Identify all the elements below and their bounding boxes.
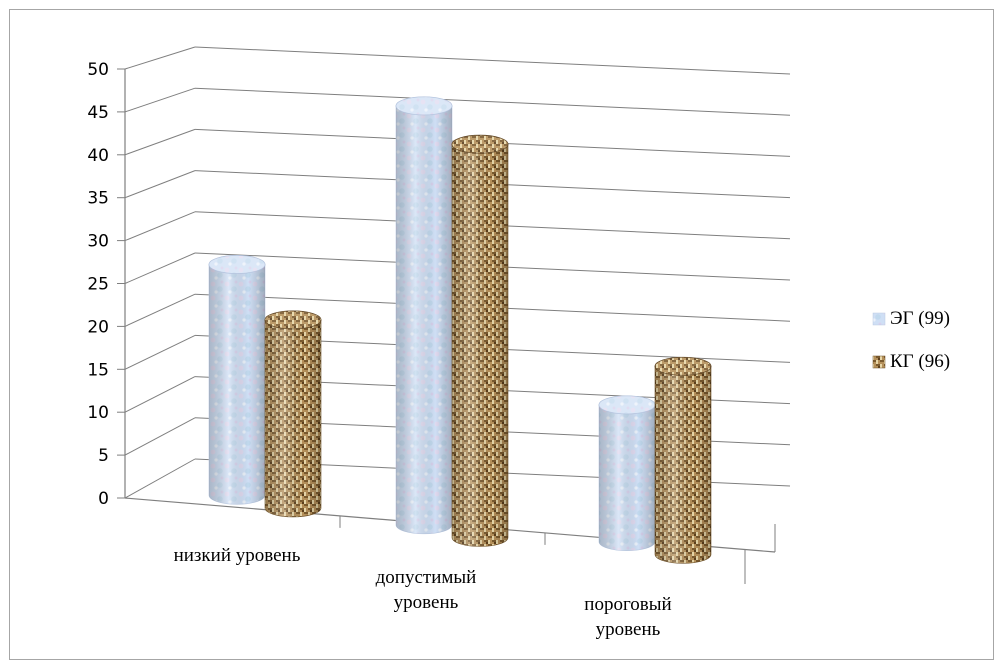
legend-swatch [872,312,886,326]
legend-label: ЭГ (99) [890,308,950,329]
side-gridline [124,417,196,456]
y-tick-label: 0 [98,489,109,509]
legend-label: КГ (96) [890,351,950,372]
bar-kg [264,310,322,518]
legend-swatch [872,355,886,369]
y-tick-label: 30 [87,232,109,252]
y-tick-label: 10 [87,403,109,423]
side-gridline [124,376,196,413]
y-tick-label: 45 [87,103,109,123]
side-gridline [124,458,196,499]
x-category-label: пороговый уровень [584,594,671,640]
y-tick-label: 25 [87,275,109,295]
side-gridline [124,211,196,242]
side-gridline [124,170,196,199]
side-gridline [124,252,196,284]
side-gridline [124,87,196,113]
y-tick-label: 50 [87,60,109,80]
y-tick-label: 5 [98,446,109,466]
side-gridline [124,334,196,370]
bar-kg [451,134,509,547]
side-gridline [124,128,196,156]
legend: ЭГ (99) КГ (96) [872,308,950,372]
x-category-label: низкий уровень [174,545,301,566]
y-tick-label: 40 [87,146,109,166]
gridline [194,87,791,116]
side-gridline [124,46,196,70]
y-tick-label: 20 [87,317,109,337]
y-tick-label: 35 [87,189,109,209]
bar-eg [395,96,453,535]
side-gridline [124,293,196,327]
bar-eg [598,395,656,552]
bar-kg [654,356,712,564]
gridline [194,46,791,75]
bar-eg [208,255,266,505]
x-category-label: допустимый уровень [376,567,477,613]
y-tick-label: 15 [87,360,109,380]
